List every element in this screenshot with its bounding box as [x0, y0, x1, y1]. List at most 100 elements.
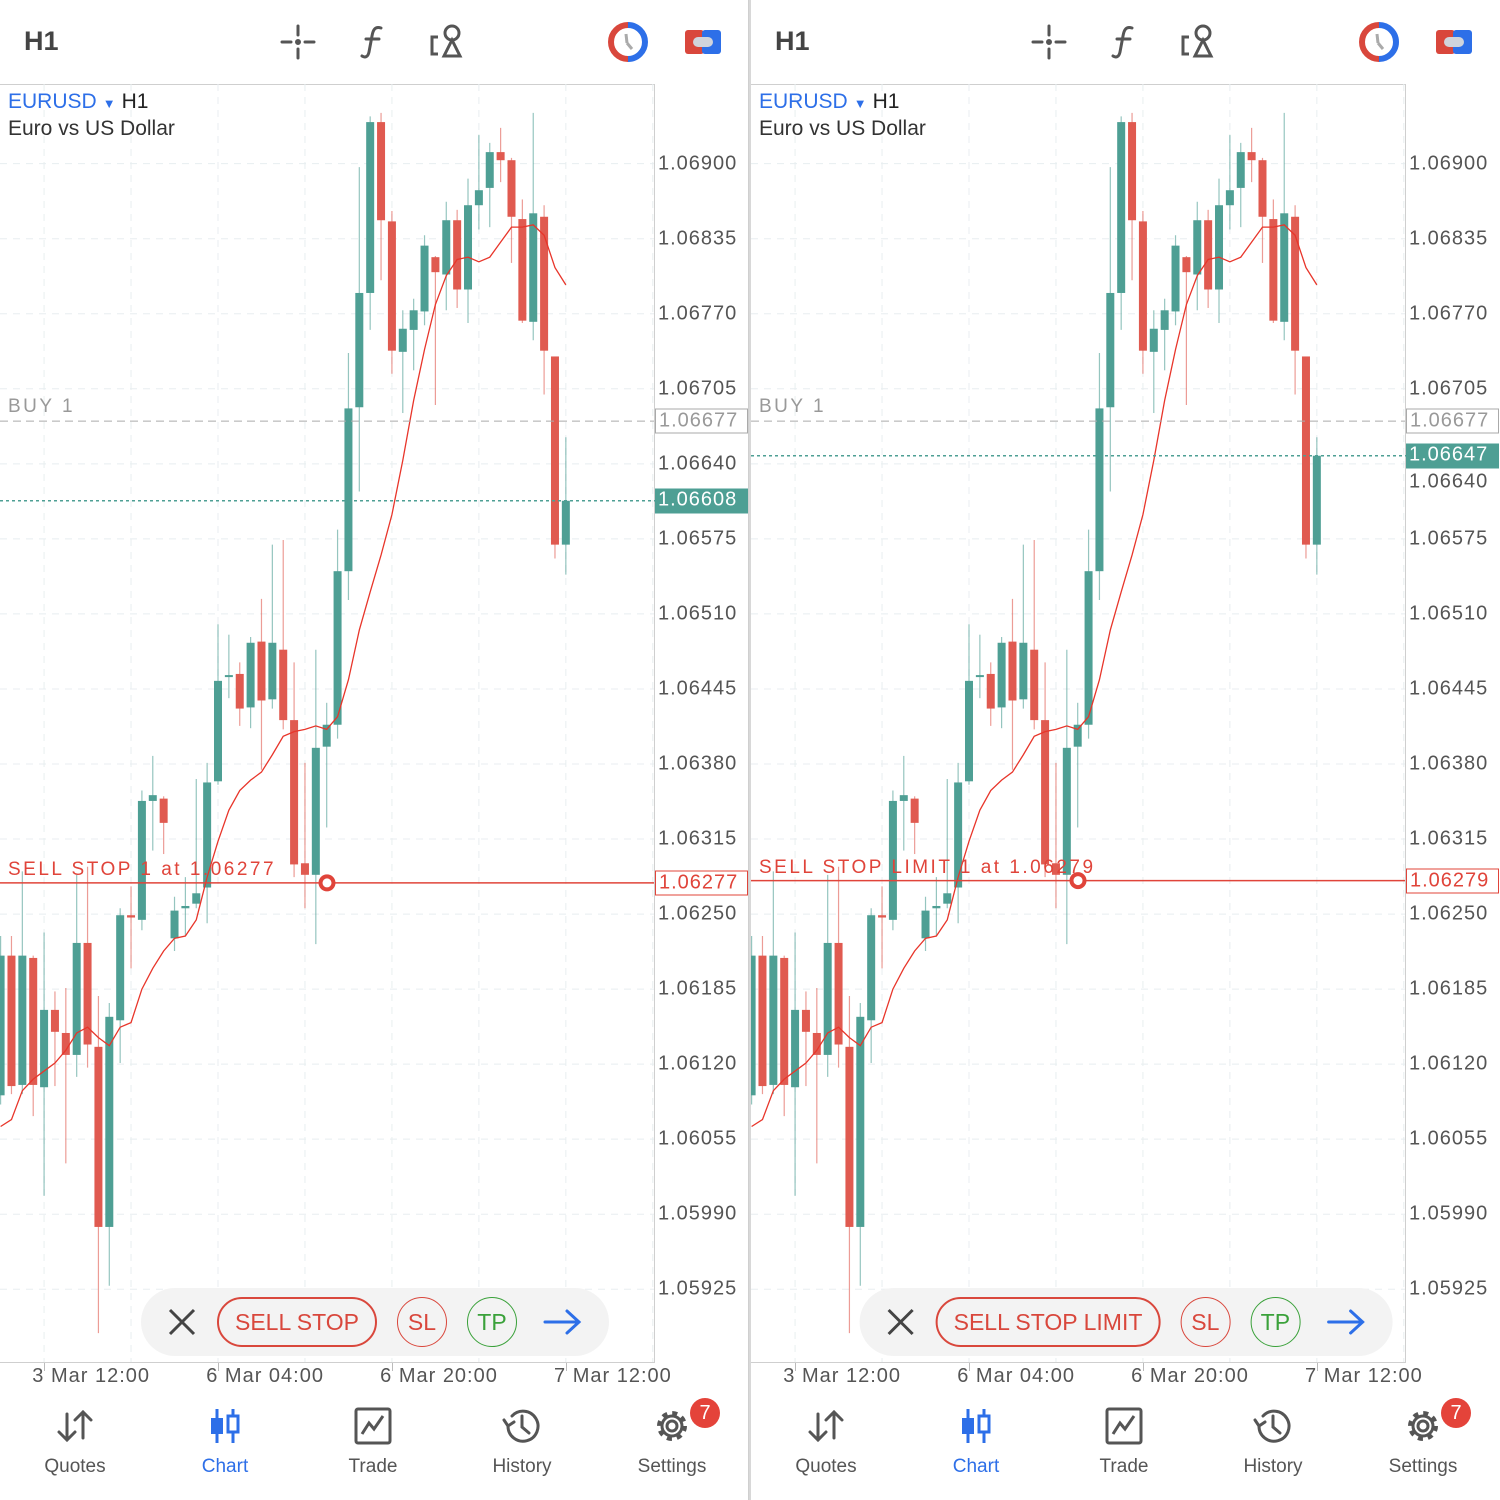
- candle-body: [888, 800, 897, 920]
- candle-body: [1062, 747, 1071, 875]
- time-axis-label: 3 Mar 12:00: [32, 1365, 151, 1387]
- stop-loss-button[interactable]: SL: [397, 1297, 448, 1347]
- candle-body: [431, 257, 440, 273]
- candle-body: [170, 910, 179, 939]
- take-profit-button[interactable]: TP: [467, 1297, 518, 1347]
- order-type-button[interactable]: SELL STOP LIMIT: [935, 1297, 1161, 1347]
- trade-icon: [303, 1406, 443, 1446]
- candle: [279, 540, 288, 730]
- symbol-selector[interactable]: EURUSD ▼ H1: [759, 90, 899, 114]
- symbol-selector[interactable]: EURUSD ▼ H1: [8, 90, 148, 114]
- candle-body: [355, 292, 364, 408]
- candle-body: [780, 957, 789, 1085]
- candle-body: [203, 782, 212, 888]
- nav-quotes[interactable]: Quotes: [5, 1400, 145, 1478]
- candle: [801, 991, 810, 1087]
- pending-order-drag-handle[interactable]: [318, 874, 336, 892]
- trade-mode-icon[interactable]: [683, 22, 723, 62]
- function-icon[interactable]: [1104, 22, 1144, 62]
- objects-icon[interactable]: [428, 22, 468, 62]
- candle-body: [94, 1046, 103, 1227]
- candle: [485, 142, 494, 228]
- price-axis-label: 1.06315: [1409, 827, 1489, 850]
- quotes-icon: [756, 1406, 896, 1446]
- candle: [322, 702, 331, 828]
- timeframe-button[interactable]: H1: [24, 26, 59, 56]
- one-click-trading-icon[interactable]: [1359, 22, 1399, 62]
- nav-chart[interactable]: Chart: [155, 1400, 295, 1478]
- panel-divider: [749, 0, 751, 1500]
- arrow-right-icon[interactable]: [1326, 1307, 1366, 1337]
- symbol-name[interactable]: EURUSD: [8, 90, 97, 113]
- candle-body: [751, 955, 756, 1096]
- candle: [943, 778, 952, 909]
- nav-label: Settings: [1388, 1456, 1458, 1477]
- candle-body: [159, 798, 168, 823]
- crosshair-icon[interactable]: [1029, 22, 1069, 62]
- pending-order-drag-handle[interactable]: [1069, 872, 1087, 890]
- nav-history[interactable]: History: [452, 1400, 592, 1478]
- objects-icon[interactable]: [1179, 22, 1219, 62]
- candle: [1171, 235, 1180, 326]
- history-icon: [1203, 1406, 1343, 1446]
- buy-line-label: BUY 1: [8, 396, 76, 418]
- nav-settings[interactable]: Settings 7: [1353, 1398, 1493, 1478]
- candle: [0, 936, 5, 1105]
- chart-area[interactable]: [751, 84, 1406, 1363]
- nav-trade[interactable]: Trade: [1054, 1400, 1194, 1478]
- candle-body: [377, 122, 386, 221]
- trade-icon: [1054, 1406, 1194, 1446]
- candle-body: [856, 1016, 865, 1227]
- timeframe-button[interactable]: H1: [775, 26, 810, 56]
- bottom-navigation: Quotes Chart Trade History Settings 7: [751, 1398, 1500, 1500]
- price-axis-label: 1.05925: [1409, 1277, 1489, 1300]
- order-type-button[interactable]: SELL STOP: [216, 1297, 378, 1347]
- candle-body: [116, 915, 125, 1021]
- candle: [910, 796, 919, 855]
- candle: [1312, 437, 1321, 575]
- nav-chart[interactable]: Chart: [906, 1400, 1046, 1478]
- take-profit-button[interactable]: TP: [1250, 1297, 1301, 1347]
- candle-body: [300, 863, 309, 875]
- stop-loss-button[interactable]: SL: [1180, 1297, 1231, 1347]
- candle-body: [1019, 642, 1028, 700]
- close-icon[interactable]: [886, 1307, 916, 1337]
- close-icon[interactable]: [167, 1307, 197, 1337]
- candle: [845, 996, 854, 1334]
- nav-history[interactable]: History: [1203, 1400, 1343, 1478]
- dropdown-triangle-icon[interactable]: ▼: [102, 96, 116, 111]
- candle: [780, 955, 789, 1117]
- symbol-name[interactable]: EURUSD: [759, 90, 848, 113]
- function-icon[interactable]: [353, 22, 393, 62]
- nav-trade[interactable]: Trade: [303, 1400, 443, 1478]
- candle: [474, 134, 483, 230]
- candle-body: [1149, 328, 1158, 352]
- nav-label: Quotes: [44, 1456, 106, 1477]
- trade-mode-icon[interactable]: [1434, 22, 1474, 62]
- price-axis-label: 1.06250: [658, 902, 738, 925]
- candle: [496, 127, 505, 183]
- candle: [50, 991, 59, 1087]
- candle: [1280, 112, 1289, 341]
- candle-body: [485, 152, 494, 188]
- one-click-trading-icon[interactable]: [608, 22, 648, 62]
- nav-quotes[interactable]: Quotes: [756, 1400, 896, 1478]
- candle: [1030, 540, 1039, 730]
- candle: [751, 936, 756, 1105]
- candle: [268, 544, 277, 709]
- dropdown-triangle-icon[interactable]: ▼: [853, 96, 867, 111]
- notification-badge: 7: [1441, 1398, 1471, 1428]
- candle: [540, 205, 549, 395]
- price-axis-label: 1.06315: [658, 827, 738, 850]
- candle: [442, 201, 451, 311]
- candle: [1149, 310, 1158, 414]
- candle-body: [1269, 219, 1278, 321]
- candle: [214, 624, 222, 785]
- crosshair-icon[interactable]: [278, 22, 318, 62]
- symbol-timeframe: H1: [872, 90, 900, 113]
- nav-settings[interactable]: Settings 7: [602, 1398, 742, 1478]
- candle-body: [867, 915, 876, 1021]
- price-axis-label: 1.05925: [658, 1277, 738, 1300]
- chart-area[interactable]: [0, 84, 655, 1363]
- arrow-right-icon[interactable]: [543, 1307, 583, 1337]
